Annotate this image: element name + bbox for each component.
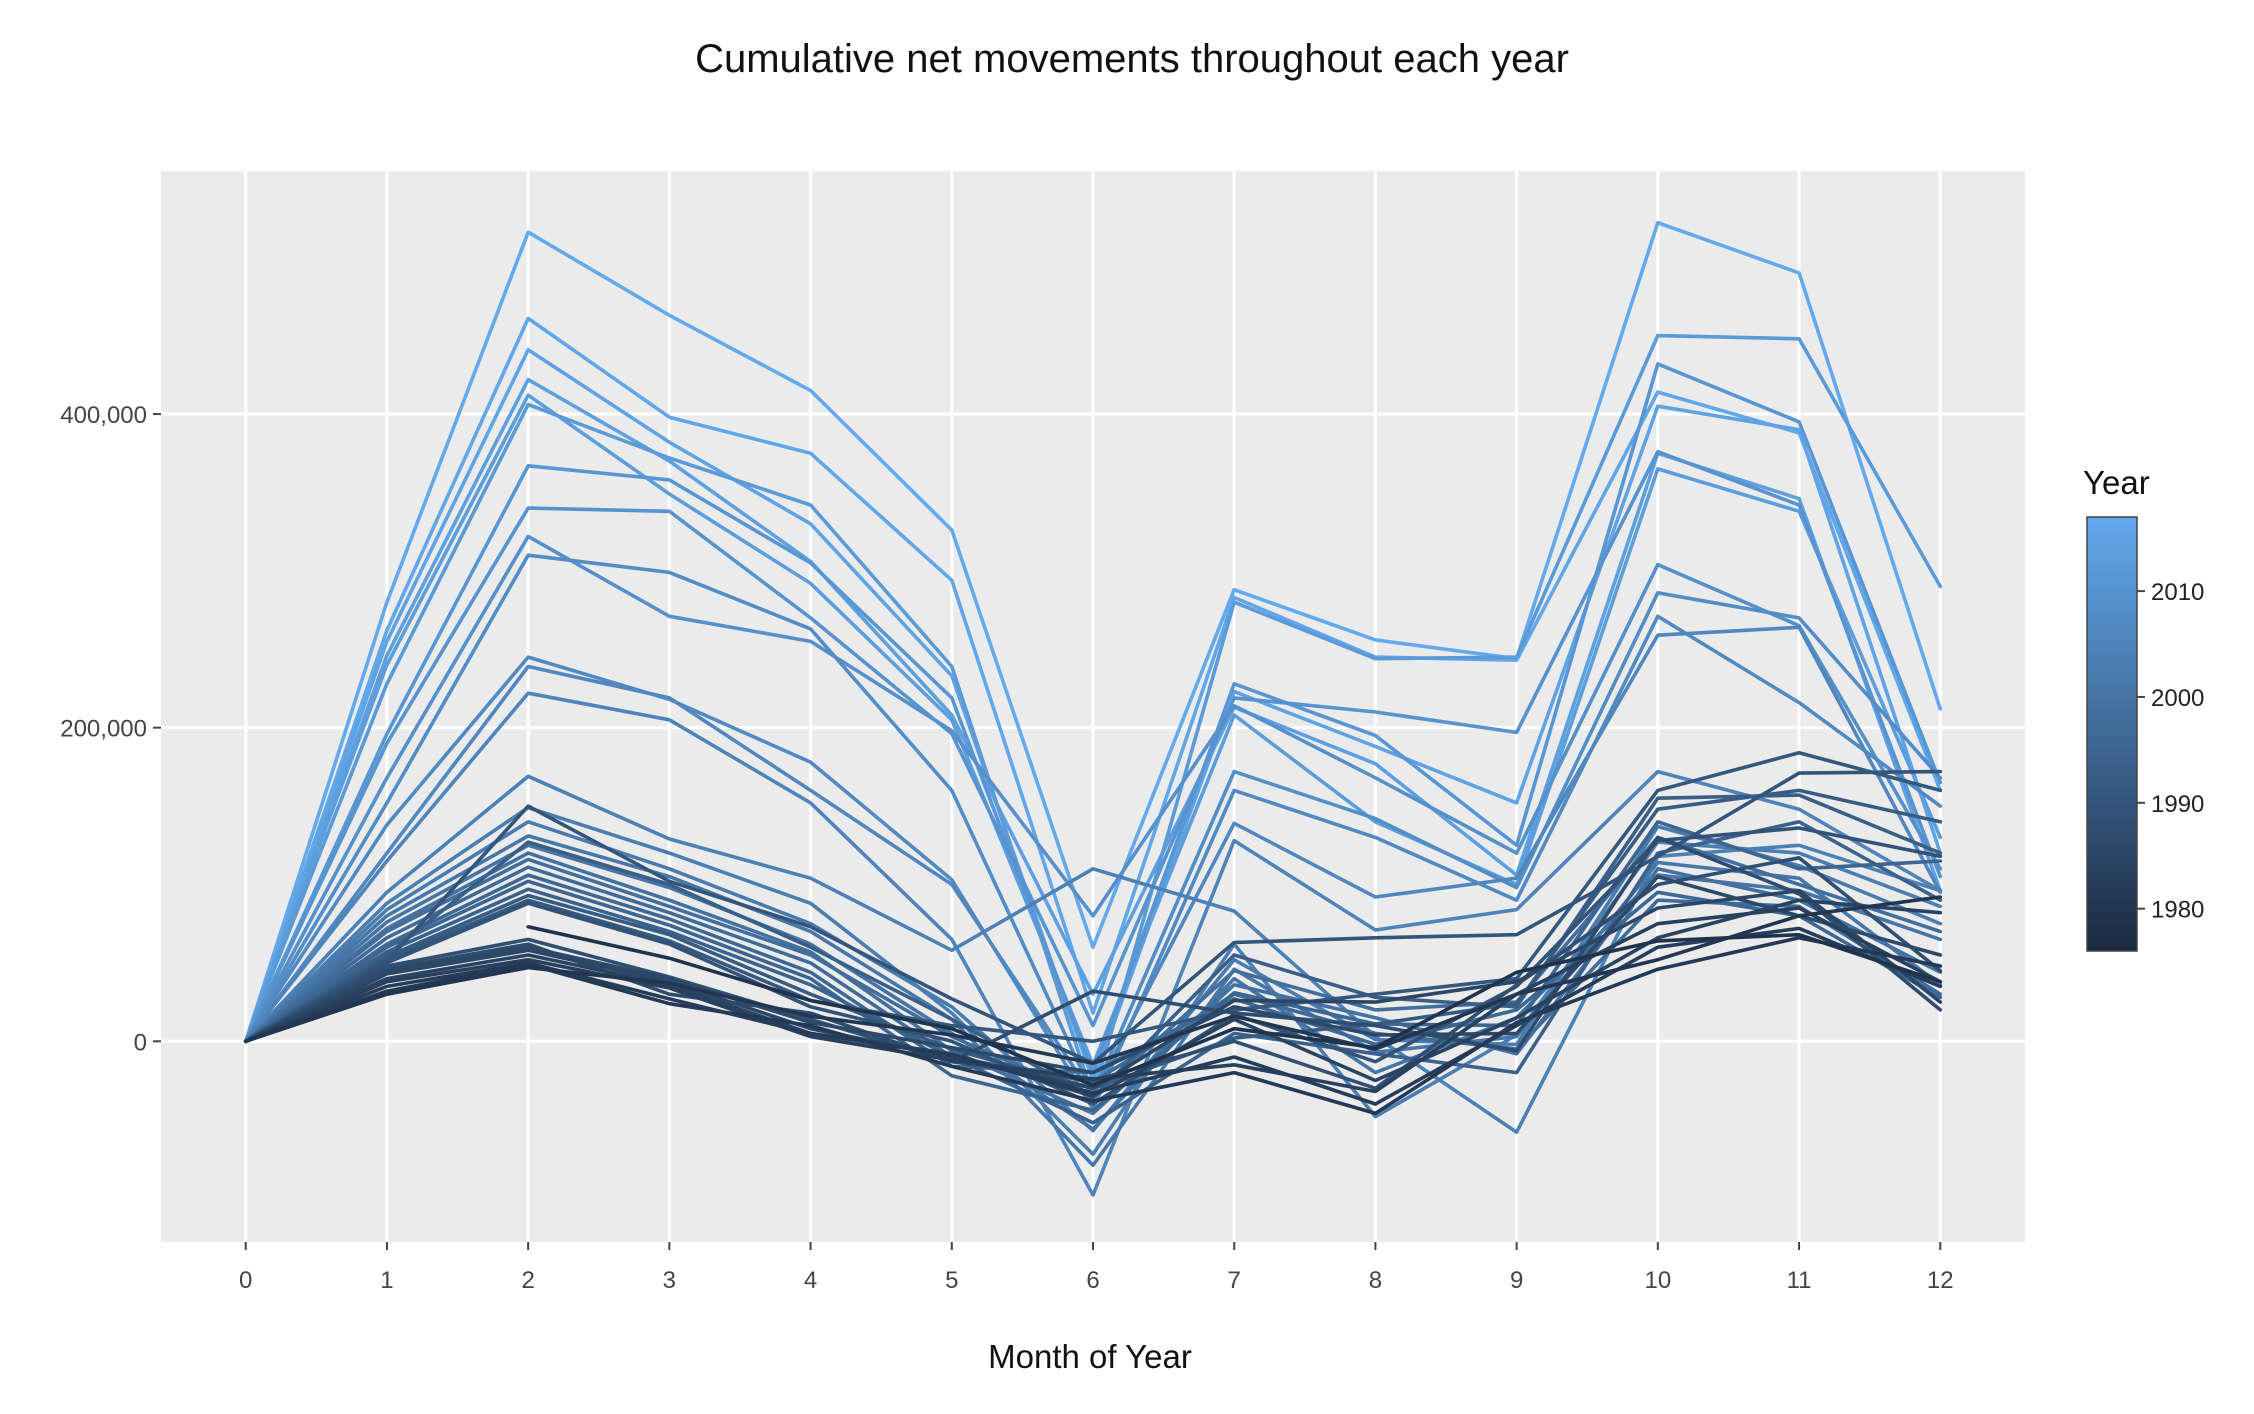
colorbar-title: Year [2083,464,2150,501]
colorbar-gradient [2086,516,2138,952]
y-tick-label: 400,000 [60,402,147,429]
x-tick-label: 12 [1927,1267,1954,1294]
colorbar-tick-label: 2010 [2151,579,2204,606]
series-line-1999 [243,851,1943,1116]
x-tick-label: 6 [1086,1267,1099,1294]
series-line-1980 [243,895,1943,1065]
x-tick-label: 9 [1510,1267,1523,1294]
x-tick-label: 7 [1228,1267,1241,1294]
x-tick-label: 11 [1787,1267,1812,1294]
series-line-1983 [243,906,1943,1094]
series-line-1991 [243,751,1943,1044]
series-line-1986 [243,874,1943,1075]
y-tick-label: 200,000 [60,716,147,743]
series-line-1995 [243,820,1943,1113]
x-tick-label: 5 [945,1267,958,1294]
series-line-2017 [243,220,1943,1044]
series-line-1987 [243,835,1943,1064]
x-tick-label: 0 [239,1267,252,1294]
series-line-2010 [243,449,1943,1044]
colorbar-legend: Year 1980 1990 2000 2010 [2083,464,2204,952]
x-tick-label: 4 [804,1267,817,1294]
series-line-2009 [243,534,1943,1044]
series-line-2001 [243,834,1943,1167]
series-line-2005 [243,691,1943,1197]
series-line-1979 [526,925,1943,1087]
y-axis-ticks: 0 200,000 400,000 [60,402,161,1056]
x-axis-title: Month of Year [988,1338,1192,1375]
x-tick-label: 1 [380,1267,393,1294]
chart-title: Cumulative net movements throughout each… [695,37,1569,81]
colorbar-tick-label: 1980 [2151,897,2204,924]
series-line-1994 [243,820,1943,1125]
y-tick-label: 0 [134,1029,147,1056]
series-line-2016 [243,316,1943,1044]
x-tick-label: 2 [521,1267,534,1294]
series-line-1985 [243,888,1943,1091]
colorbar-tick-label: 2000 [2151,685,2204,712]
x-tick-label: 3 [663,1267,676,1294]
series-line-1984 [243,898,1943,1098]
series-lines [243,220,1943,1197]
colorbar-ticks: 1980 1990 2000 2010 [2137,579,2204,924]
colorbar-tick-label: 1990 [2151,791,2204,818]
x-axis-ticks: 0 1 2 3 4 5 6 7 8 9 10 11 12 [239,1242,1954,1294]
x-tick-label: 8 [1369,1267,1382,1294]
series-line-1981 [243,936,1943,1116]
x-tick-label: 10 [1644,1267,1671,1294]
